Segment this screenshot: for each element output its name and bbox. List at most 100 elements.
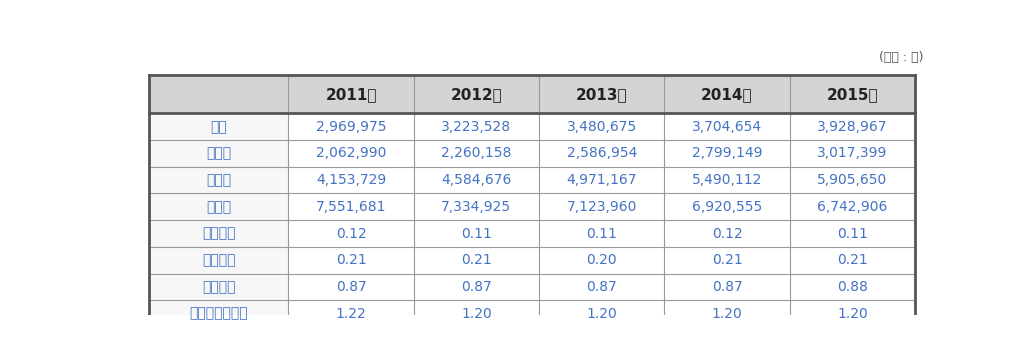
Bar [539, 113, 664, 140]
Bar [148, 194, 288, 220]
Text: (단위 : 원): (단위 : 원) [879, 51, 923, 64]
Text: 0.11: 0.11 [461, 227, 492, 241]
Bar [288, 247, 414, 274]
Text: 평균: 평균 [210, 120, 227, 134]
Text: 2,062,990: 2,062,990 [316, 147, 386, 160]
Bar [288, 167, 414, 194]
Bar [664, 220, 790, 247]
Text: 맥룬지수: 맥룬지수 [202, 280, 235, 294]
Text: 2012년: 2012년 [450, 87, 503, 102]
Bar [664, 274, 790, 300]
Text: 2,586,954: 2,586,954 [566, 147, 637, 160]
Text: 최소값: 최소값 [206, 147, 231, 160]
Bar [790, 140, 915, 167]
Text: 지니지수: 지니지수 [202, 227, 235, 241]
Bar [414, 247, 539, 274]
Text: 1.22: 1.22 [336, 307, 367, 321]
Text: 3,223,528: 3,223,528 [441, 120, 512, 134]
Bar [288, 75, 414, 113]
Bar [539, 167, 664, 194]
Bar [664, 167, 790, 194]
Text: 3,017,399: 3,017,399 [817, 147, 888, 160]
Text: 2,260,158: 2,260,158 [441, 147, 512, 160]
Bar [664, 75, 790, 113]
Bar [288, 300, 414, 327]
Bar [790, 220, 915, 247]
Text: 1.20: 1.20 [461, 307, 491, 321]
Text: 0.12: 0.12 [336, 227, 367, 241]
Text: 학생수: 학생수 [206, 200, 231, 214]
Bar [539, 300, 664, 327]
Text: 0.87: 0.87 [712, 280, 743, 294]
Bar [414, 75, 539, 113]
Bar [148, 113, 288, 140]
Text: 3,704,654: 3,704,654 [692, 120, 762, 134]
Text: 3,480,675: 3,480,675 [566, 120, 637, 134]
Text: 4,971,167: 4,971,167 [566, 173, 637, 187]
Text: 7,123,960: 7,123,960 [566, 200, 637, 214]
Text: 0.88: 0.88 [837, 280, 868, 294]
Text: 4,584,676: 4,584,676 [441, 173, 512, 187]
Text: 0.21: 0.21 [461, 253, 491, 267]
Bar [539, 220, 664, 247]
Text: 페어슈테겐지수: 페어슈테겐지수 [190, 307, 248, 321]
Bar [148, 140, 288, 167]
Text: 5,905,650: 5,905,650 [817, 173, 888, 187]
Bar [539, 247, 664, 274]
Bar [288, 113, 414, 140]
Bar [790, 247, 915, 274]
Bar [790, 194, 915, 220]
Bar [414, 113, 539, 140]
Text: 4,153,729: 4,153,729 [316, 173, 386, 187]
Bar [148, 300, 288, 327]
Bar [148, 220, 288, 247]
Text: 2011년: 2011년 [325, 87, 377, 102]
Text: 2,799,149: 2,799,149 [692, 147, 762, 160]
Text: 0.21: 0.21 [712, 253, 743, 267]
Bar [414, 167, 539, 194]
Text: 7,334,925: 7,334,925 [441, 200, 512, 214]
Text: 0.20: 0.20 [586, 253, 617, 267]
Text: 2,969,975: 2,969,975 [316, 120, 386, 134]
Bar [664, 113, 790, 140]
Bar [790, 274, 915, 300]
Text: 6,920,555: 6,920,555 [692, 200, 762, 214]
Bar [539, 75, 664, 113]
Text: 2013년: 2013년 [576, 87, 627, 102]
Bar [148, 247, 288, 274]
Bar [790, 113, 915, 140]
Text: 1.20: 1.20 [712, 307, 743, 321]
Bar [664, 300, 790, 327]
Bar [148, 274, 288, 300]
Bar [664, 140, 790, 167]
Bar [288, 220, 414, 247]
Text: 0.87: 0.87 [586, 280, 617, 294]
Bar [664, 247, 790, 274]
Bar [288, 274, 414, 300]
Text: 2014년: 2014년 [701, 87, 753, 102]
Bar [148, 75, 288, 113]
Bar [148, 167, 288, 194]
Text: 1.20: 1.20 [837, 307, 867, 321]
Text: 0.11: 0.11 [586, 227, 617, 241]
Bar [539, 274, 664, 300]
Text: 1.20: 1.20 [586, 307, 617, 321]
Text: 0.11: 0.11 [837, 227, 868, 241]
Bar [288, 194, 414, 220]
Text: 5,490,112: 5,490,112 [692, 173, 762, 187]
Text: 7,551,681: 7,551,681 [316, 200, 386, 214]
Bar [539, 140, 664, 167]
Bar [414, 220, 539, 247]
Text: 0.12: 0.12 [712, 227, 743, 241]
Text: 0.21: 0.21 [837, 253, 867, 267]
Text: 6,742,906: 6,742,906 [817, 200, 888, 214]
Bar [288, 140, 414, 167]
Bar [664, 194, 790, 220]
Bar [539, 194, 664, 220]
Text: 3,928,967: 3,928,967 [817, 120, 888, 134]
Bar [790, 300, 915, 327]
Text: 편차계수: 편차계수 [202, 253, 235, 267]
Text: 최대값: 최대값 [206, 173, 231, 187]
Bar [790, 167, 915, 194]
Text: 0.21: 0.21 [336, 253, 367, 267]
